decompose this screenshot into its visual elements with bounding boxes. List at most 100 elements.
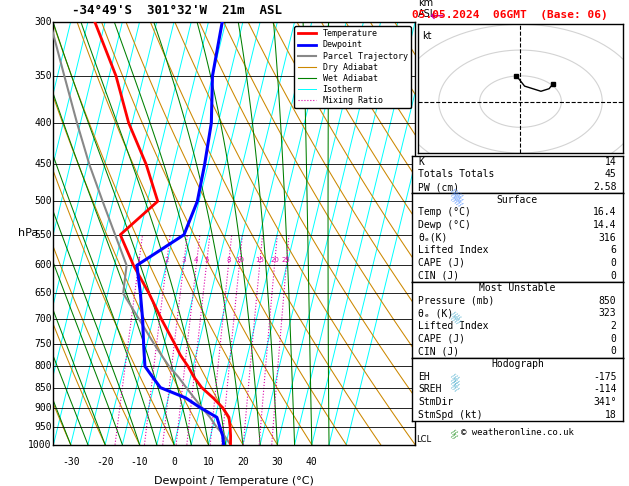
Text: 20: 20 xyxy=(237,457,249,468)
Text: 25: 25 xyxy=(282,257,291,263)
Text: 600: 600 xyxy=(34,260,52,270)
Text: /////: ///// xyxy=(450,191,463,204)
Text: 750: 750 xyxy=(34,339,52,348)
Text: 650: 650 xyxy=(34,288,52,298)
Text: 40: 40 xyxy=(306,457,318,468)
Text: 4: 4 xyxy=(194,257,199,263)
Text: 1: 1 xyxy=(136,257,141,263)
Text: LCL: LCL xyxy=(416,435,431,444)
Text: 0: 0 xyxy=(611,258,616,268)
Text: 2: 2 xyxy=(611,321,616,331)
Text: CIN (J): CIN (J) xyxy=(418,271,459,280)
Text: 16.4: 16.4 xyxy=(593,208,616,217)
Text: 3: 3 xyxy=(181,257,186,263)
Text: -6: -6 xyxy=(416,174,428,184)
Text: -8: -8 xyxy=(416,66,428,76)
Text: 0: 0 xyxy=(611,271,616,280)
Text: ////: //// xyxy=(450,314,461,325)
Text: ///: /// xyxy=(450,383,459,392)
Text: CAPE (J): CAPE (J) xyxy=(418,334,465,344)
Text: 10: 10 xyxy=(235,257,244,263)
Text: K: K xyxy=(418,157,424,167)
Text: 15: 15 xyxy=(255,257,264,263)
Text: 950: 950 xyxy=(34,422,52,432)
Text: StmSpd (kt): StmSpd (kt) xyxy=(418,410,483,419)
Text: -30: -30 xyxy=(62,457,79,468)
Text: 800: 800 xyxy=(34,361,52,371)
Text: Pressure (mb): Pressure (mb) xyxy=(418,296,494,306)
Text: 18: 18 xyxy=(604,410,616,419)
Text: 900: 900 xyxy=(34,403,52,413)
Text: 0: 0 xyxy=(171,457,177,468)
Text: kt: kt xyxy=(423,31,432,41)
Text: Mixing Ratio (g/kg): Mixing Ratio (g/kg) xyxy=(443,187,453,279)
Text: -10: -10 xyxy=(131,457,148,468)
Text: Dewp (°C): Dewp (°C) xyxy=(418,220,471,230)
Text: © weatheronline.co.uk: © weatheronline.co.uk xyxy=(461,428,574,437)
Text: 2: 2 xyxy=(164,257,169,263)
Text: 8: 8 xyxy=(226,257,231,263)
Text: Most Unstable: Most Unstable xyxy=(479,283,555,293)
Text: PW (cm): PW (cm) xyxy=(418,182,459,192)
Text: -7: -7 xyxy=(416,122,428,131)
Text: 550: 550 xyxy=(34,230,52,240)
Text: 300: 300 xyxy=(34,17,52,27)
Text: hPa: hPa xyxy=(18,228,38,238)
Text: 500: 500 xyxy=(34,196,52,206)
Text: km
ASL: km ASL xyxy=(418,0,437,19)
Text: 30: 30 xyxy=(272,457,283,468)
Text: 2.58: 2.58 xyxy=(593,182,616,192)
Text: CAPE (J): CAPE (J) xyxy=(418,258,465,268)
Text: -20: -20 xyxy=(96,457,114,468)
Text: 10: 10 xyxy=(203,457,214,468)
Text: StmDir: StmDir xyxy=(418,397,454,407)
Text: ///: /// xyxy=(450,373,459,382)
Text: EH: EH xyxy=(418,372,430,382)
Text: 850: 850 xyxy=(34,382,52,393)
Text: 341°: 341° xyxy=(593,397,616,407)
Text: 0: 0 xyxy=(611,347,616,356)
Text: 0: 0 xyxy=(611,334,616,344)
Text: Dewpoint / Temperature (°C): Dewpoint / Temperature (°C) xyxy=(154,476,314,486)
Text: Surface: Surface xyxy=(497,195,538,205)
Text: 6: 6 xyxy=(611,245,616,255)
Text: 850: 850 xyxy=(599,296,616,306)
Text: 20: 20 xyxy=(270,257,279,263)
Text: 450: 450 xyxy=(34,159,52,169)
Text: 45: 45 xyxy=(604,170,616,179)
Text: //: // xyxy=(450,429,457,436)
Text: θₑ(K): θₑ(K) xyxy=(418,233,448,243)
Text: θₑ (K): θₑ (K) xyxy=(418,309,454,318)
Text: -114: -114 xyxy=(593,384,616,394)
Text: ←: ← xyxy=(430,8,443,26)
Text: 350: 350 xyxy=(34,71,52,81)
Text: -3: -3 xyxy=(416,316,428,326)
Text: -2: -2 xyxy=(416,359,428,369)
Text: -4: -4 xyxy=(416,271,428,281)
Text: ////: //// xyxy=(450,310,461,321)
Text: Temp (°C): Temp (°C) xyxy=(418,208,471,217)
Text: -1: -1 xyxy=(416,402,428,412)
Text: 400: 400 xyxy=(34,118,52,128)
Text: //: // xyxy=(450,432,457,440)
Text: /////: ///// xyxy=(450,195,463,208)
Text: 316: 316 xyxy=(599,233,616,243)
Text: CIN (J): CIN (J) xyxy=(418,347,459,356)
Text: 5: 5 xyxy=(204,257,209,263)
Text: 323: 323 xyxy=(599,309,616,318)
Text: Lifted Index: Lifted Index xyxy=(418,245,489,255)
Text: SREH: SREH xyxy=(418,384,442,394)
Text: Hodograph: Hodograph xyxy=(491,359,544,369)
Text: -175: -175 xyxy=(593,372,616,382)
Text: -5: -5 xyxy=(416,223,428,233)
Text: 05.05.2024  06GMT  (Base: 06): 05.05.2024 06GMT (Base: 06) xyxy=(412,10,608,20)
Text: 14.4: 14.4 xyxy=(593,220,616,230)
Text: /////: ///// xyxy=(450,188,463,200)
Text: ///: /// xyxy=(450,380,459,389)
Text: Totals Totals: Totals Totals xyxy=(418,170,494,179)
Text: 700: 700 xyxy=(34,314,52,325)
Text: ///: /// xyxy=(450,376,459,385)
Legend: Temperature, Dewpoint, Parcel Trajectory, Dry Adiabat, Wet Adiabat, Isotherm, Mi: Temperature, Dewpoint, Parcel Trajectory… xyxy=(294,26,411,108)
Text: Lifted Index: Lifted Index xyxy=(418,321,489,331)
Text: 14: 14 xyxy=(604,157,616,167)
